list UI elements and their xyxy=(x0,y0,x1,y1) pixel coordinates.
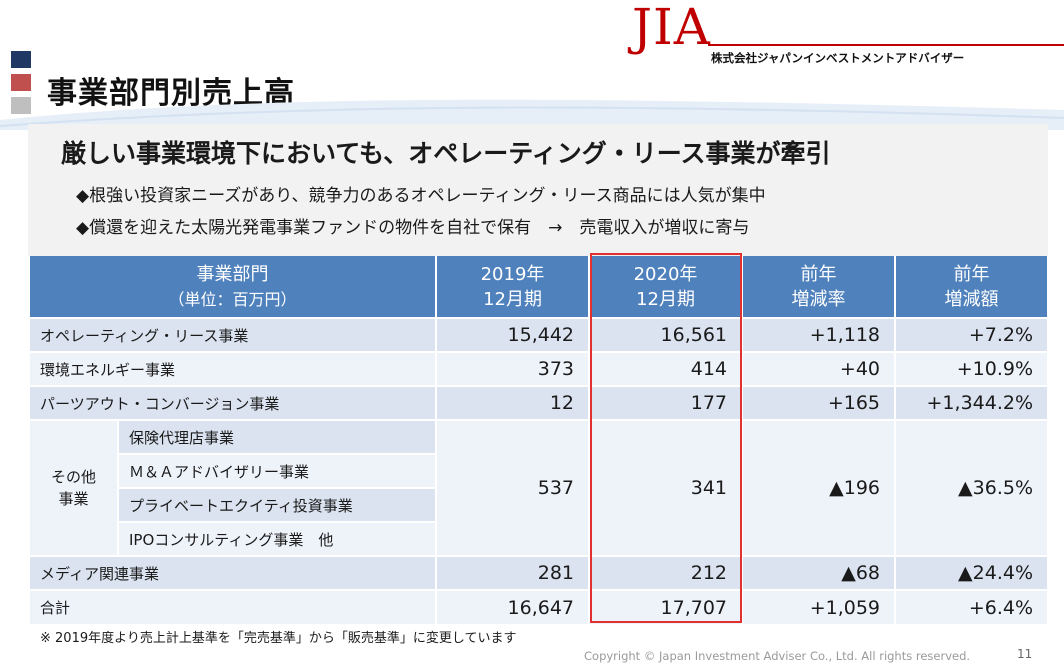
header-2020: 2020年 12月期 xyxy=(589,256,744,318)
cell-2020: 17,707 xyxy=(589,589,744,624)
header-amount-line1: 前年 xyxy=(953,263,990,285)
bullet-item: ◆償還を迎えた太陽光発電事業ファンドの物件を自社で保有 → 売電収入が増収に寄与 xyxy=(76,218,750,238)
row-label: パーツアウト・コンバージョン事業 xyxy=(30,385,438,420)
header-2020-period: 12月期 xyxy=(636,288,695,310)
header-segment: 事業部門 （単位：百万円） xyxy=(30,256,438,318)
cell-2020: 341 xyxy=(589,419,744,556)
other-group-label: その他 事業 xyxy=(30,419,119,556)
cell-2019: 537 xyxy=(436,419,591,556)
table-row-other: その他 事業 保険代理店事業 537 341 ▲196 ▲36.5% xyxy=(30,419,1050,556)
other-subitem: プライベートエクイティ投資事業 xyxy=(118,487,438,522)
other-subitem: IPOコンサルティング事業 他 xyxy=(118,521,438,556)
table-row: パーツアウト・コンバージョン事業 12 177 +165 +1,344.2% xyxy=(30,385,1050,420)
cell-2020: 177 xyxy=(589,385,744,420)
header-2019-year: 2019年 xyxy=(480,263,545,285)
header-change-amount: 前年 増減額 xyxy=(895,256,1050,318)
bullet-item: ◆根強い投資家ニーズがあり、競争力のあるオペレーティング・リース商品には人気が集… xyxy=(76,186,766,206)
table-header-row: 事業部門 （単位：百万円） 2019年 12月期 2020年 12月期 前年 増… xyxy=(30,256,1050,318)
cell-col5: +1,344.2% xyxy=(895,385,1050,420)
other-label-line2: 事業 xyxy=(58,490,89,508)
cell-col5: +7.2% xyxy=(895,317,1050,352)
copyright: Copyright © Japan Investment Adviser Co.… xyxy=(584,649,971,663)
cell-2020: 16,561 xyxy=(589,317,744,352)
header-segment-title: 事業部門 xyxy=(196,263,269,285)
header-segment-unit: （単位：百万円） xyxy=(168,289,297,309)
row-label: メディア関連事業 xyxy=(30,555,438,590)
company-name: 株式会社ジャパンインベストメントアドバイザー xyxy=(711,51,965,65)
cell-col4: +165 xyxy=(742,385,897,420)
footnote: ※ 2019年度より売上計上基準を「完売基準」から「販売基準」に変更しています xyxy=(40,631,517,646)
row-label: 合計 xyxy=(30,589,438,624)
cell-col4: +1,059 xyxy=(742,589,897,624)
cell-2019: 16,647 xyxy=(436,589,591,624)
header-square-gray xyxy=(11,97,31,114)
header-change-rate: 前年 増減率 xyxy=(742,256,897,318)
cell-col5: ▲36.5% xyxy=(895,419,1050,556)
cell-2020: 414 xyxy=(589,351,744,386)
header-rate-line1: 前年 xyxy=(800,263,837,285)
cell-2020: 212 xyxy=(589,555,744,590)
table-row-other: プライベートエクイティ投資事業 xyxy=(30,487,1048,522)
cell-col4: ▲68 xyxy=(742,555,897,590)
table-row-other: Ｍ＆Ａアドバイザリー事業 xyxy=(30,453,1048,488)
headline: 厳しい事業環境下においても、オペレーティング・リース事業が牽引 xyxy=(61,139,831,168)
header-2019: 2019年 12月期 xyxy=(436,256,591,318)
table-row: オペレーティング・リース事業 15,442 16,561 +1,118 +7.2… xyxy=(30,317,1050,352)
message-box: 厳しい事業環境下においても、オペレーティング・リース事業が牽引 ◆根強い投資家ニ… xyxy=(28,124,1048,256)
cell-col4: +40 xyxy=(742,351,897,386)
cell-col5: ▲24.4% xyxy=(895,555,1050,590)
sales-table: 事業部門 （単位：百万円） 2019年 12月期 2020年 12月期 前年 増… xyxy=(30,256,1050,624)
company-logo: JIA xyxy=(632,0,711,56)
cell-2019: 15,442 xyxy=(436,317,591,352)
header-rate-line2: 増減率 xyxy=(791,288,846,310)
cell-col5: +10.9% xyxy=(895,351,1050,386)
header-amount-line2: 増減額 xyxy=(944,288,999,310)
row-label: オペレーティング・リース事業 xyxy=(30,317,438,352)
cell-col5: +6.4% xyxy=(895,589,1050,624)
cell-col4: +1,118 xyxy=(742,317,897,352)
cell-2019: 373 xyxy=(436,351,591,386)
logo-underline xyxy=(708,44,1064,46)
decorative-wave xyxy=(0,99,1064,130)
other-subitem: Ｍ＆Ａアドバイザリー事業 xyxy=(118,453,438,488)
table-row: 環境エネルギー事業 373 414 +40 +10.9% xyxy=(30,351,1050,386)
other-subitem: 保険代理店事業 xyxy=(118,419,438,454)
page-number: 11 xyxy=(1017,647,1033,661)
row-label: 環境エネルギー事業 xyxy=(30,351,438,386)
other-label-line1: その他 xyxy=(50,468,96,486)
cell-2019: 281 xyxy=(436,555,591,590)
table-row: メディア関連事業 281 212 ▲68 ▲24.4% xyxy=(30,555,1050,590)
header-square-navy xyxy=(11,51,31,68)
cell-col4: ▲196 xyxy=(742,419,897,556)
header-square-red xyxy=(11,74,31,91)
table-row-total: 合計 16,647 17,707 +1,059 +6.4% xyxy=(30,589,1050,624)
header-2020-year: 2020年 xyxy=(633,263,698,285)
table-row-other: IPOコンサルティング事業 他 xyxy=(30,521,1048,556)
header-2019-period: 12月期 xyxy=(483,288,542,310)
cell-2019: 12 xyxy=(436,385,591,420)
